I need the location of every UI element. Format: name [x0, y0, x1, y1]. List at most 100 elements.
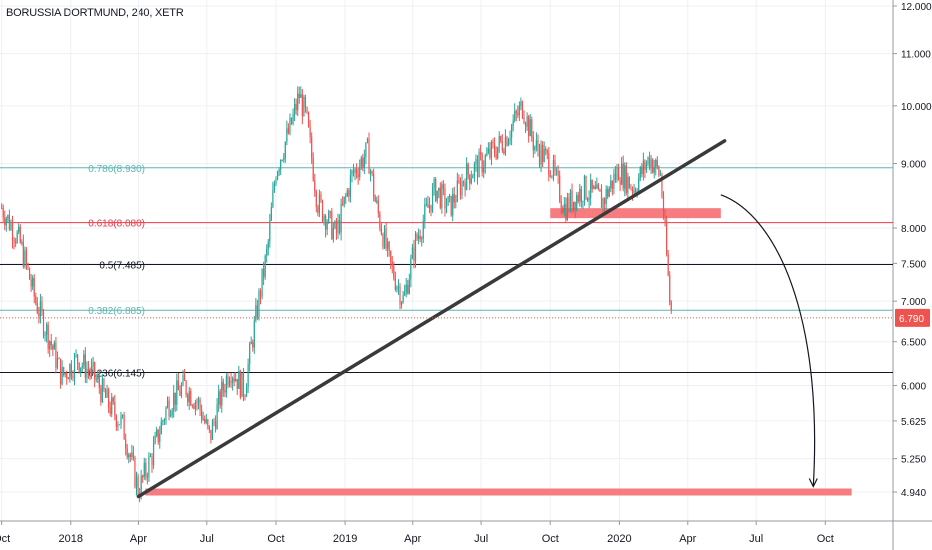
- trendline: [136, 139, 727, 499]
- candle-body: [566, 197, 569, 220]
- candle-body: [390, 250, 392, 262]
- y-tick-label: 9.000: [901, 160, 926, 171]
- candle-body: [349, 175, 352, 197]
- candle-body: [218, 391, 220, 405]
- fib-level-label: 0.236(6.145): [88, 368, 145, 379]
- candle-body: [464, 183, 466, 190]
- candle-body: [194, 402, 197, 409]
- candle-body: [142, 475, 144, 478]
- candle-body: [304, 96, 307, 108]
- candle-body: [480, 152, 482, 155]
- candle-body: [173, 392, 175, 411]
- candle-body: [462, 181, 465, 184]
- candle-body: [520, 101, 522, 107]
- candle-body: [323, 215, 325, 221]
- candle-body: [656, 159, 658, 167]
- candle-body: [670, 302, 672, 310]
- candle-body: [365, 142, 367, 158]
- candle-body: [371, 171, 373, 174]
- candle-body: [303, 96, 305, 117]
- candle-body: [560, 200, 562, 209]
- candle-body: [391, 261, 393, 266]
- candle-body: [400, 302, 403, 305]
- candle-body: [380, 228, 383, 235]
- candle-body: [137, 476, 139, 496]
- candle-body: [185, 380, 187, 395]
- candle-body: [325, 215, 327, 230]
- candle-body: [655, 159, 657, 168]
- candle-body: [590, 179, 592, 198]
- candle-body: [586, 198, 589, 201]
- candle-body: [25, 250, 28, 264]
- candle-body: [659, 174, 662, 176]
- candle-body: [250, 342, 252, 345]
- candle-body: [11, 223, 14, 241]
- candle-body: [272, 189, 274, 208]
- x-tick-label: Jul: [200, 533, 214, 545]
- candle-body: [168, 400, 170, 417]
- candle-body: [298, 93, 300, 98]
- candle-body: [208, 425, 210, 430]
- candle-body: [47, 324, 49, 349]
- candle-body: [531, 119, 533, 137]
- candle-body: [450, 195, 452, 216]
- candle-body: [49, 341, 51, 349]
- candle-body: [611, 180, 613, 189]
- candle-body: [393, 265, 395, 279]
- candle-body: [555, 171, 558, 172]
- candle-body: [452, 193, 454, 216]
- candle-body: [573, 201, 575, 210]
- y-tick-label: 11.000: [901, 50, 931, 61]
- candle-body: [648, 157, 651, 168]
- candle-body: [211, 421, 214, 440]
- candle-body: [438, 187, 440, 191]
- candle-body: [278, 169, 280, 172]
- candle-body: [427, 203, 429, 208]
- candle-body: [356, 168, 358, 175]
- candle-body: [190, 391, 192, 406]
- candle-body: [466, 163, 468, 190]
- candle-body: [591, 179, 593, 189]
- candle-body: [207, 419, 209, 426]
- candle-body: [500, 136, 502, 141]
- candle-body: [631, 188, 634, 194]
- fib-level-label: 0.618(8.080): [88, 219, 145, 230]
- candle-body: [258, 290, 260, 318]
- candle-body: [121, 415, 124, 416]
- candle-body: [320, 194, 322, 201]
- candle-body: [638, 178, 640, 193]
- candle-body: [239, 371, 241, 398]
- candle-body: [112, 397, 114, 403]
- candle-body: [191, 405, 193, 407]
- candle-body: [430, 204, 432, 212]
- candle-body: [569, 190, 572, 211]
- candle-body: [115, 415, 117, 427]
- candle-body: [580, 188, 582, 202]
- candle-body: [422, 221, 424, 239]
- candle-body: [528, 116, 530, 137]
- candle-body: [255, 305, 257, 321]
- candle-body: [39, 301, 42, 317]
- candle-body: [495, 153, 497, 159]
- candle-body: [509, 137, 511, 141]
- candle-body: [537, 140, 539, 151]
- candle-body: [199, 399, 201, 410]
- candle-body: [565, 204, 567, 220]
- candle-body: [385, 228, 387, 249]
- candle-body: [469, 174, 471, 184]
- candle-body: [579, 188, 581, 202]
- fib-level-label: 0.786(8.930): [88, 164, 145, 175]
- candle-body: [30, 279, 32, 287]
- candle-body: [244, 396, 246, 397]
- candle-body: [140, 475, 142, 498]
- candle-body: [24, 250, 26, 267]
- candle-body: [16, 232, 18, 243]
- candle-body: [10, 223, 12, 230]
- x-tick-label: Apr: [130, 533, 147, 545]
- candle-body: [236, 379, 238, 389]
- candle-body: [156, 429, 158, 436]
- candle-body: [263, 268, 265, 277]
- candle-body: [117, 424, 119, 427]
- candle-body: [35, 296, 37, 304]
